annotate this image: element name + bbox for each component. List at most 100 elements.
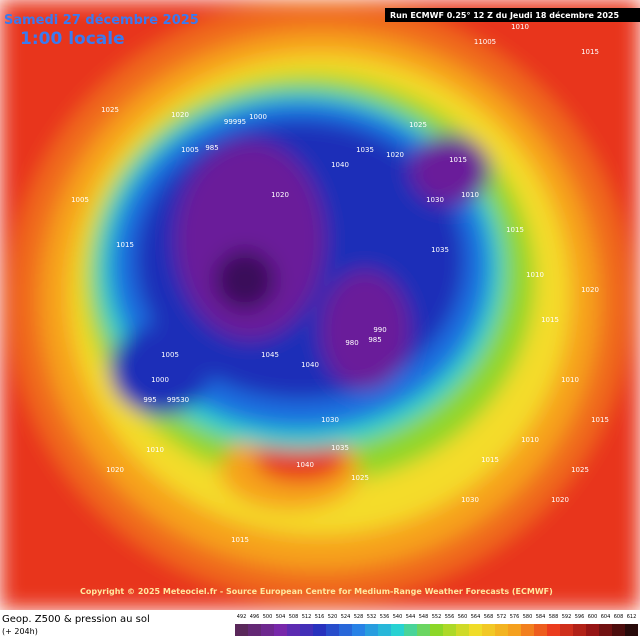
legend-swatch: [313, 624, 326, 636]
pressure-label: 1035: [431, 246, 449, 254]
pressure-label: 985: [205, 144, 218, 152]
legend-label: 584: [536, 614, 546, 620]
pressure-label: 1020: [271, 191, 289, 199]
legend-swatch: [300, 624, 313, 636]
pressure-label: 1020: [386, 151, 404, 159]
pressure-label: 1025: [571, 466, 589, 474]
legend-swatch: [365, 624, 378, 636]
legend-label: 588: [549, 614, 559, 620]
legend-swatch: [274, 624, 287, 636]
legend-swatch: [456, 624, 469, 636]
legend-label: 564: [471, 614, 481, 620]
pressure-label: 995: [143, 396, 156, 404]
pressure-label: 1040: [301, 361, 319, 369]
legend-swatch: [586, 624, 599, 636]
legend-swatch: [573, 624, 586, 636]
pressure-label: 11005: [474, 38, 496, 46]
time: 1:00 locale: [20, 29, 125, 49]
pressure-label: 1000: [249, 113, 267, 121]
pressure-label: 1020: [581, 286, 599, 294]
legend-label: 520: [328, 614, 338, 620]
pressure-label: 1025: [409, 121, 427, 129]
legend-label: 504: [276, 614, 286, 620]
legend-swatch: [430, 624, 443, 636]
pressure-label: 1020: [551, 496, 569, 504]
pressure-label: 1010: [521, 436, 539, 444]
legend-swatch: [339, 624, 352, 636]
legend-swatch: [612, 624, 625, 636]
legend-swatch: [378, 624, 391, 636]
legend-label: 500: [263, 614, 273, 620]
legend-label: 516: [315, 614, 325, 620]
legend-label: 552: [432, 614, 442, 620]
legend-label: 604: [601, 614, 611, 620]
pressure-label: 1025: [101, 106, 119, 114]
pressure-label: 1030: [321, 416, 339, 424]
pressure-label: 1015: [506, 226, 524, 234]
pressure-label: 1015: [591, 416, 609, 424]
pressure-label: 1010: [561, 376, 579, 384]
pressure-label: 1010: [461, 191, 479, 199]
legend-swatch: [482, 624, 495, 636]
pressure-label: 99530: [167, 396, 189, 404]
pressure-label: 1025: [351, 474, 369, 482]
legend-swatch: [508, 624, 521, 636]
legend-label: 544: [406, 614, 416, 620]
pressure-label: 1045: [261, 351, 279, 359]
pressure-label: 1015: [581, 48, 599, 56]
legend-label: 536: [380, 614, 390, 620]
pressure-label: 1040: [296, 461, 314, 469]
legend-swatch: [391, 624, 404, 636]
pressure-label: 1030: [461, 496, 479, 504]
legend-label: 492: [237, 614, 247, 620]
legend-swatch: [261, 624, 274, 636]
legend-swatch: [235, 624, 248, 636]
legend-swatch: [599, 624, 612, 636]
date: Samedi 27 décembre 2025: [4, 13, 199, 28]
pressure-label: 1035: [356, 146, 374, 154]
legend-swatch: [443, 624, 456, 636]
legend-label: 528: [354, 614, 364, 620]
legend-label: 548: [419, 614, 429, 620]
legend-swatch: [521, 624, 534, 636]
legend-label: 532: [367, 614, 377, 620]
legend-label: 556: [445, 614, 455, 620]
pressure-label: 990: [373, 326, 386, 334]
pressure-label: 1015: [449, 156, 467, 164]
legend-label: 600: [588, 614, 598, 620]
legend-swatch: [625, 624, 638, 636]
legend-label: 580: [523, 614, 533, 620]
copyright: Copyright © 2025 Meteociel.fr - Source E…: [80, 587, 553, 596]
legend-swatch: [534, 624, 547, 636]
legend-label: 592: [562, 614, 572, 620]
pressure-label: 1005: [181, 146, 199, 154]
legend-label: 512: [302, 614, 312, 620]
legend-swatch: [352, 624, 365, 636]
legend-label: 568: [484, 614, 494, 620]
pressure-label: 1030: [426, 196, 444, 204]
legend-swatch: [547, 624, 560, 636]
pressure-label: 99995: [224, 118, 246, 126]
lead-time: (+ 204h): [2, 627, 38, 636]
legend-label: 524: [341, 614, 351, 620]
legend-swatch: [287, 624, 300, 636]
legend-label: 540: [393, 614, 403, 620]
legend-label: 572: [497, 614, 507, 620]
pressure-label: 1010: [511, 23, 529, 31]
pressure-label: 1040: [331, 161, 349, 169]
legend-label: 508: [289, 614, 299, 620]
run-box: [385, 8, 640, 22]
legend-swatch: [417, 624, 430, 636]
pressure-label: 1020: [171, 111, 189, 119]
pressure-label: 1005: [71, 196, 89, 204]
legend-label: 612: [627, 614, 637, 620]
pressure-label: 1015: [116, 241, 134, 249]
run-info: Run ECMWF 0.25° 12 Z du Jeudi 18 décembr…: [390, 10, 619, 20]
pressure-label: 980: [345, 339, 358, 347]
legend-label: 496: [250, 614, 260, 620]
pressure-label: 1005: [161, 351, 179, 359]
legend-label: 576: [510, 614, 520, 620]
pressure-label: 1000: [151, 376, 169, 384]
legend-label: 560: [458, 614, 468, 620]
